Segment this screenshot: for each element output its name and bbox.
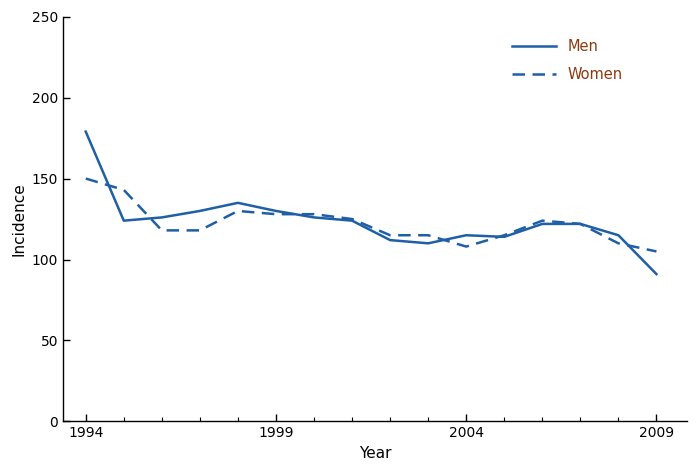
Men [652,271,660,277]
Men [158,215,166,220]
Women [310,211,318,217]
Men [348,218,356,224]
Women [576,221,584,227]
Line: Women: Women [86,178,656,252]
Men [614,232,623,238]
Women [348,216,356,222]
Women [538,218,547,224]
Women [158,228,166,233]
Men [538,221,547,227]
Women [424,232,432,238]
Men [424,241,432,246]
Women [500,232,508,238]
Men [119,218,128,224]
Men [500,234,508,240]
Men [386,237,394,243]
Line: Men: Men [86,132,656,274]
Women [386,232,394,238]
Men [195,208,204,214]
Women [82,176,90,181]
Women [234,208,242,214]
Legend: Men, Women: Men, Women [505,32,630,90]
Women [272,211,280,217]
Women [119,187,128,193]
Women [652,249,660,254]
Men [82,129,90,135]
Women [195,228,204,233]
Men [576,221,584,227]
X-axis label: Year: Year [359,446,391,461]
Men [462,232,470,238]
Men [234,200,242,206]
Y-axis label: Incidence: Incidence [11,182,26,256]
Men [272,208,280,214]
Men [310,215,318,220]
Women [614,241,623,246]
Women [462,244,470,249]
